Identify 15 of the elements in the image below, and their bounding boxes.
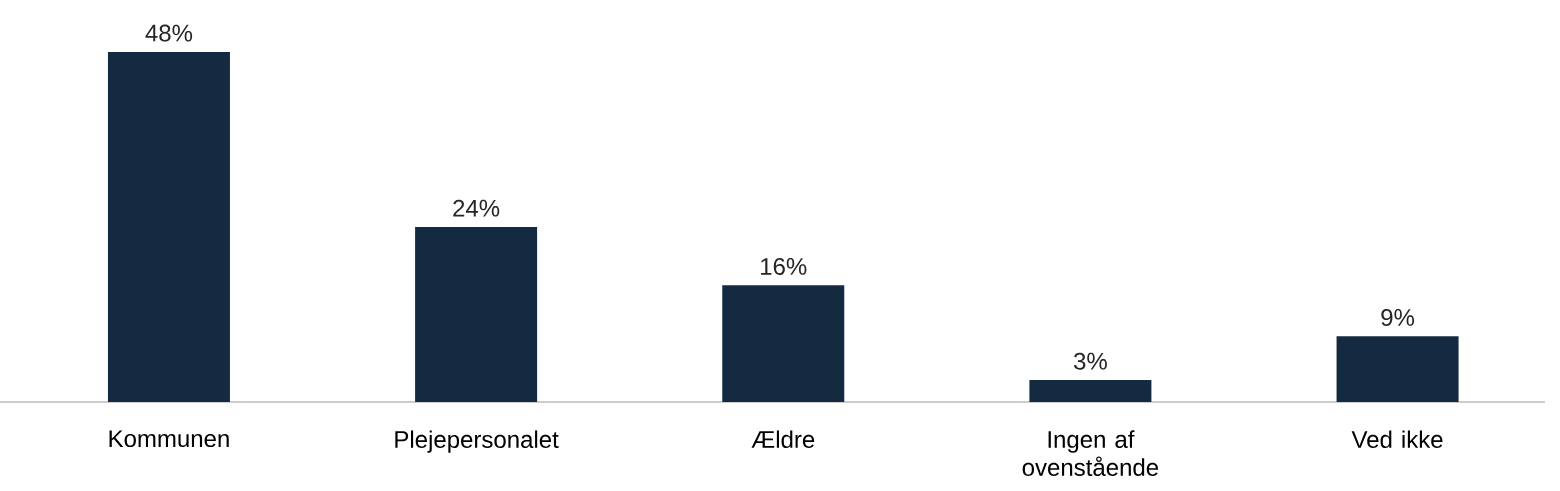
bar xyxy=(722,285,845,402)
x-tick-label: Ældre xyxy=(751,430,815,448)
bar xyxy=(107,51,230,402)
data-label: 9% xyxy=(1381,308,1415,326)
data-label: 48% xyxy=(145,24,193,42)
x-tick-label: Kommunen xyxy=(109,430,229,448)
bar xyxy=(1029,380,1152,402)
data-label: 16% xyxy=(761,257,807,275)
x-tick-label: Ingen af ovenstående xyxy=(1022,430,1159,476)
bar xyxy=(415,226,538,402)
data-label: 3% xyxy=(1073,352,1107,370)
x-tick-label: Plejepersonalet xyxy=(395,430,559,453)
data-label: 24% xyxy=(453,199,500,217)
bar xyxy=(1336,336,1459,402)
x-tick-label: Ved ikke xyxy=(1351,430,1443,448)
